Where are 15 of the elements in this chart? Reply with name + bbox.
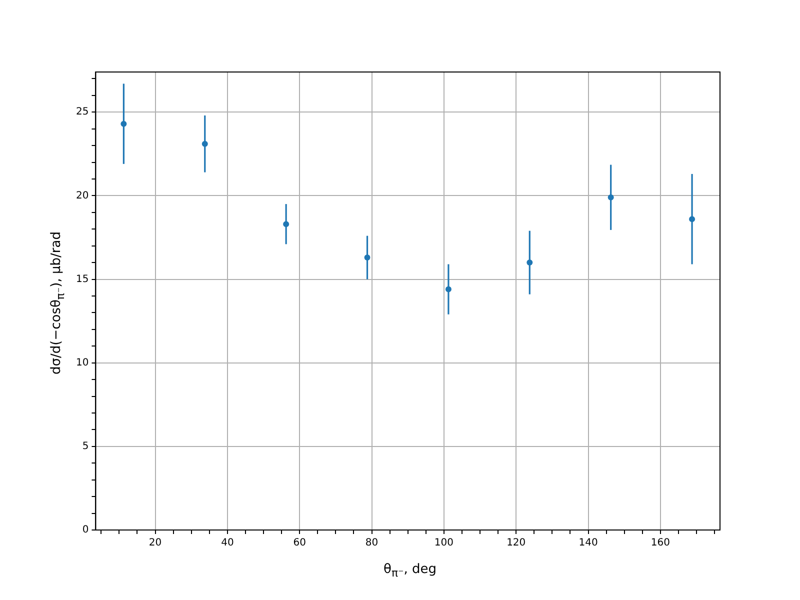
y-tick-label: 5 [82, 441, 89, 452]
y-tick-label: 25 [76, 106, 89, 118]
x-tick-label: 40 [221, 538, 234, 549]
x-tick-label: 120 [506, 538, 526, 549]
x-tick-label: 160 [650, 538, 670, 549]
y-tick-label: 15 [76, 274, 89, 285]
y-tick-label: 20 [76, 190, 89, 202]
x-tick-label: 140 [578, 538, 598, 549]
y-tick-label: 10 [76, 357, 89, 368]
y-tick-label: 0 [82, 524, 89, 536]
x-tick-label: 60 [293, 538, 306, 549]
x-tick-label: 100 [434, 538, 454, 549]
x-tick-label: 20 [148, 538, 162, 549]
x-tick-label: 80 [365, 538, 378, 549]
x-axis-title: θ$_{π⁻}$, deg [384, 562, 436, 580]
